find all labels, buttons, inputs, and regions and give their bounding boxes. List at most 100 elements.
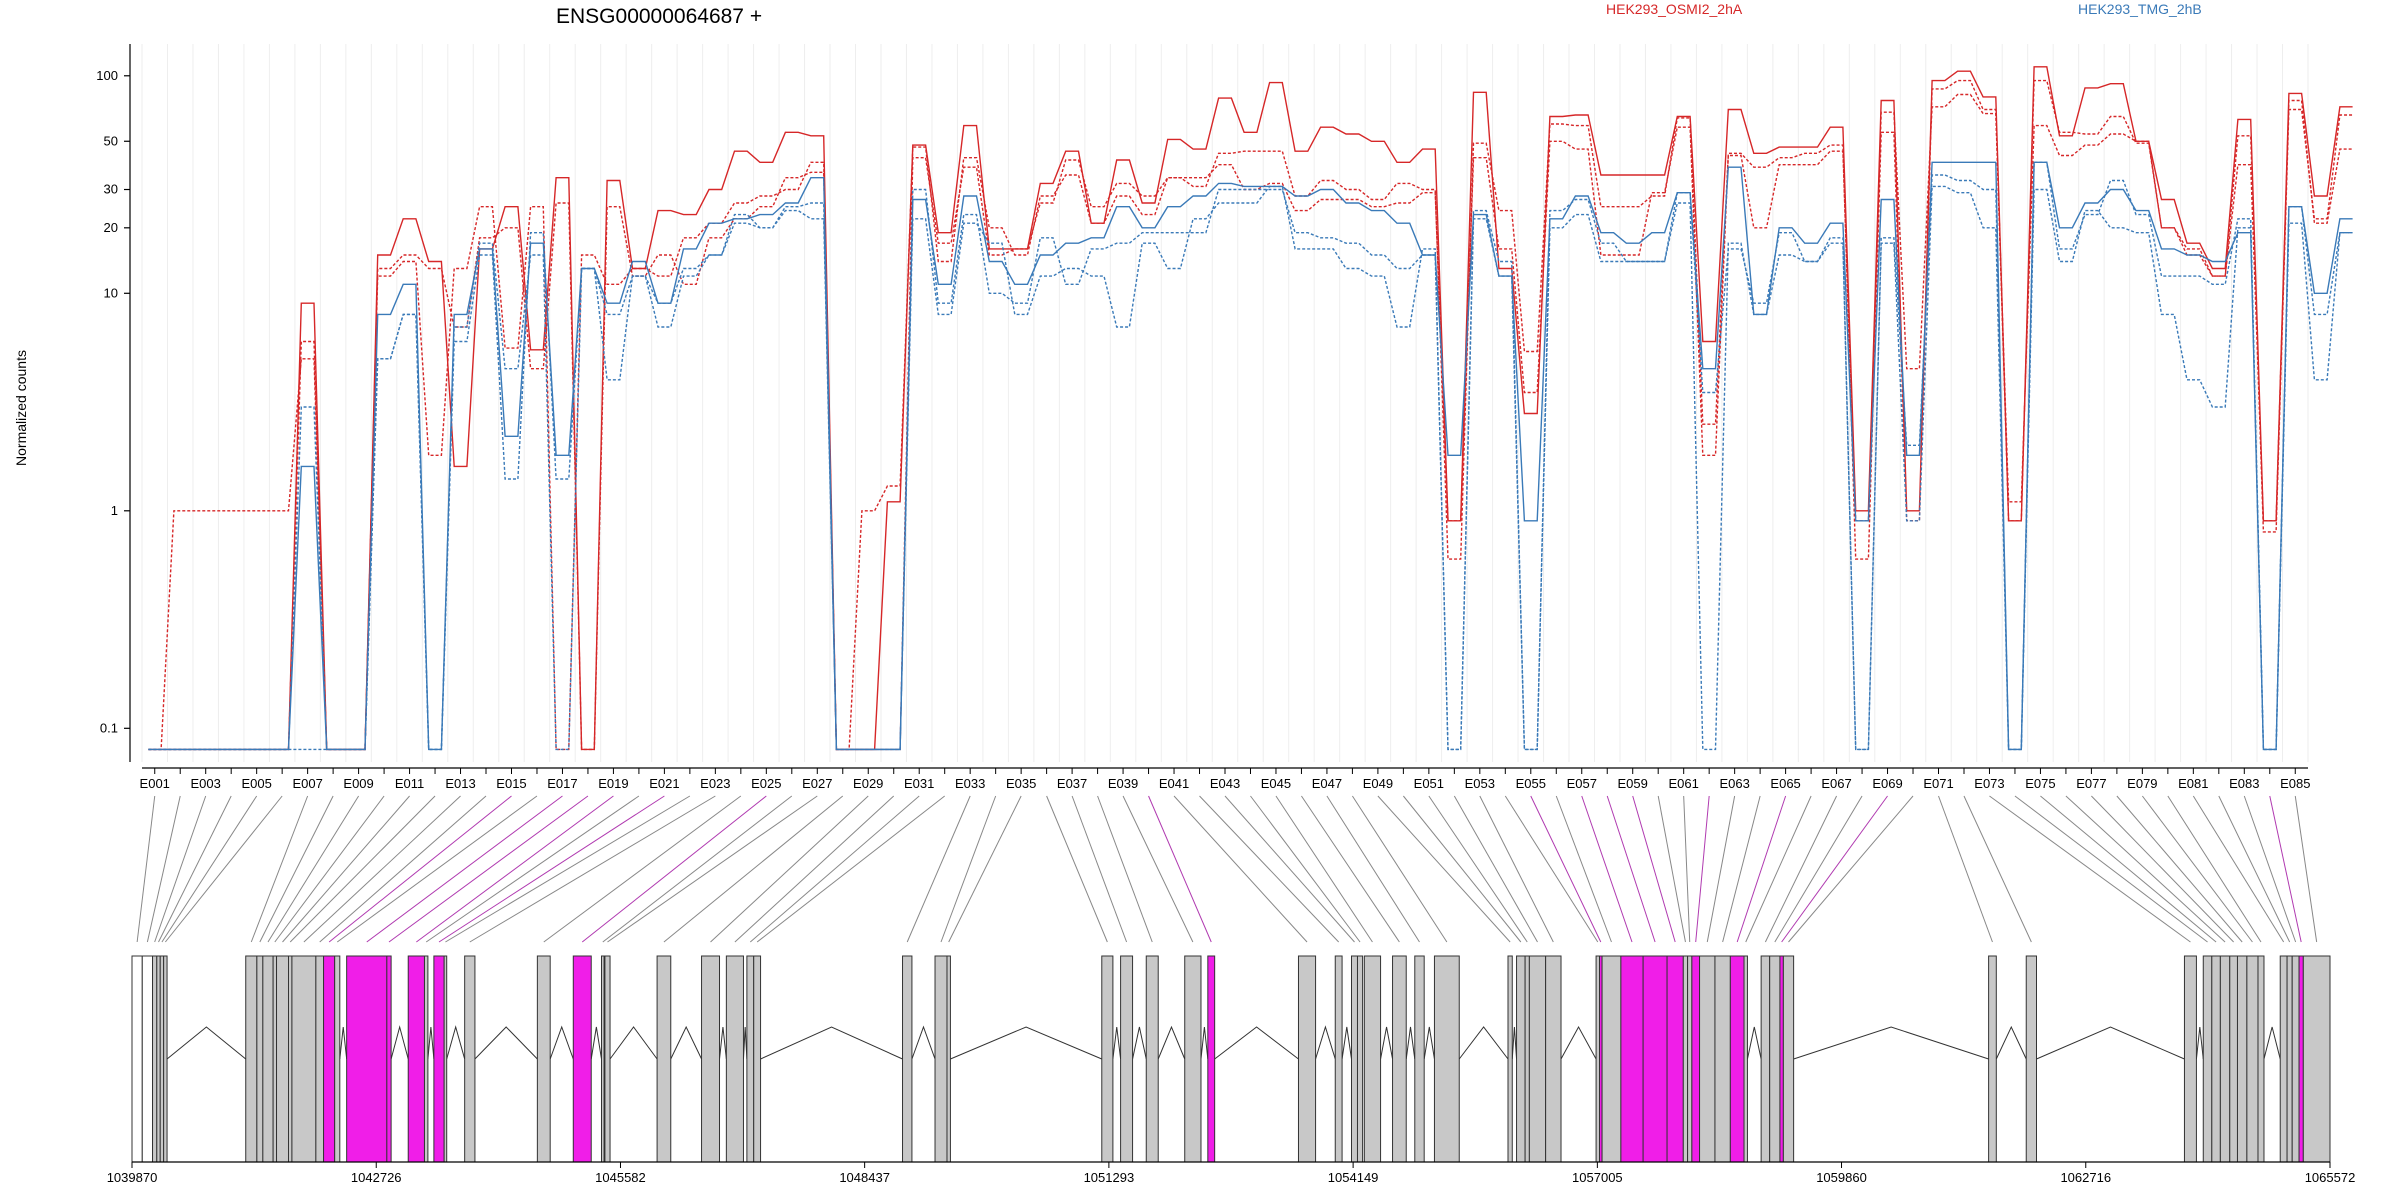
exon-box-E084 [2298,955,2304,1163]
connector-line [1504,795,1599,943]
x-tick-label: E065 [1770,776,1800,791]
x-tick-label: E067 [1821,776,1851,791]
connector-line [1046,795,1108,943]
connector-line [756,795,946,943]
connector-line [274,795,385,943]
gene-title: ENSG00000064687 + [556,5,762,28]
y-axis: 0.1 1 10 20 30 50 100 [96,44,131,762]
connector-line [161,795,258,943]
exon-box-E023 [464,955,476,1163]
exon-box-E065 [1729,955,1745,1163]
exon-box-E066 [1743,955,1748,1163]
intron [1423,1026,1435,1060]
exon-box-E030 [725,955,744,1163]
connector-line [1479,795,1554,943]
exon-box-E075 [2211,955,2221,1163]
x-tick-label: E031 [904,776,934,791]
exon-box-E057 [1620,955,1644,1163]
connector-line [1657,795,1686,943]
intron [446,1025,466,1060]
connector-line [1632,795,1676,943]
connector-line [328,795,512,943]
intron [166,1026,247,1060]
x-tick-label: E051 [1414,776,1444,791]
exon-box-E045 [1363,955,1382,1163]
coord-tick-label: 1062716 [2060,1170,2111,1185]
coord-tick-label: 1042726 [351,1170,402,1185]
connector-line [289,795,436,943]
connector-line [1606,795,1656,943]
connector-line [259,795,334,943]
x-tick-label: E021 [649,776,679,791]
exon-box-E077 [2229,955,2238,1163]
intron [1746,1026,1762,1060]
exon-box-E053 [1545,955,1562,1163]
connector-line [607,795,818,943]
connector-line [445,795,691,943]
connector-line [1963,795,2032,943]
exon-box-E036 [1101,955,1114,1163]
exon-box-E025 [572,955,592,1163]
intron [670,1025,703,1060]
intron [2263,1026,2281,1060]
exon-box-E080 [2257,955,2265,1163]
series-line-HEK293_TMG_2hB [148,161,2353,751]
x-tick-label: E005 [241,776,271,791]
intron [1132,1026,1147,1060]
connector-line [2116,795,2243,943]
intron [1315,1025,1336,1060]
exon-box-E071 [1988,955,1997,1163]
x-tick-label: E039 [1108,776,1138,791]
exon-box-E050 [1516,955,1526,1163]
connector-line [1199,795,1340,943]
exon-box-E044 [1356,955,1364,1163]
connector-line [1453,795,1538,943]
connector-line [282,795,410,943]
x-tick-label: E063 [1719,776,1749,791]
x-tick-label: E043 [1210,776,1240,791]
x-tick-label: E041 [1159,776,1189,791]
connector-line [1377,795,1511,943]
x-tick-label: E003 [191,776,221,791]
x-tick-label: E069 [1872,776,1902,791]
coord-tick-label: 1039870 [107,1170,158,1185]
exon-box-E028 [656,955,672,1163]
exon-box-E006 [163,955,168,1163]
exon-box-E032 [753,955,762,1163]
connector-line [1351,795,1448,943]
connector-line [2243,795,2297,943]
connector-line [1071,795,1128,943]
connector-line [1938,795,1993,943]
exon-box-E056 [1601,955,1622,1163]
exon-box-E005 [159,955,165,1163]
exon-box-E052 [1528,955,1547,1163]
y-tick-label: 30 [104,182,118,197]
intron [1405,1026,1416,1060]
exon-box-E031 [746,955,755,1163]
exon-box-E074 [2202,955,2213,1163]
exon-box-E016 [334,955,341,1163]
exon-box-E037 [1120,955,1134,1163]
x-tick-label: E023 [700,776,730,791]
coord-tick-label: 1059860 [1816,1170,1867,1185]
connector-line [1301,795,1400,943]
exon-box-E070 [1782,955,1795,1163]
intron [390,1025,409,1060]
connector-line [2014,795,2208,943]
exon-box-E012 [287,955,293,1163]
x-tick-label: E007 [292,776,322,791]
connector-line [1764,795,1838,943]
exon-box-E058 [1642,955,1668,1163]
exon-box-E078 [2236,955,2248,1163]
connector-line [1250,795,1361,943]
exon-box-E014 [315,955,325,1163]
exon-box-E067 [1760,955,1771,1163]
exon-box-E040 [1207,955,1216,1163]
x-tick-label: E079 [2127,776,2157,791]
x-tick-label: E071 [1923,776,1953,791]
exon-box-E054 [1595,955,1600,1163]
x-tick-label: E059 [1618,776,1648,791]
exon-box-E076 [2219,955,2231,1163]
exon-box-E085 [2302,955,2331,1163]
